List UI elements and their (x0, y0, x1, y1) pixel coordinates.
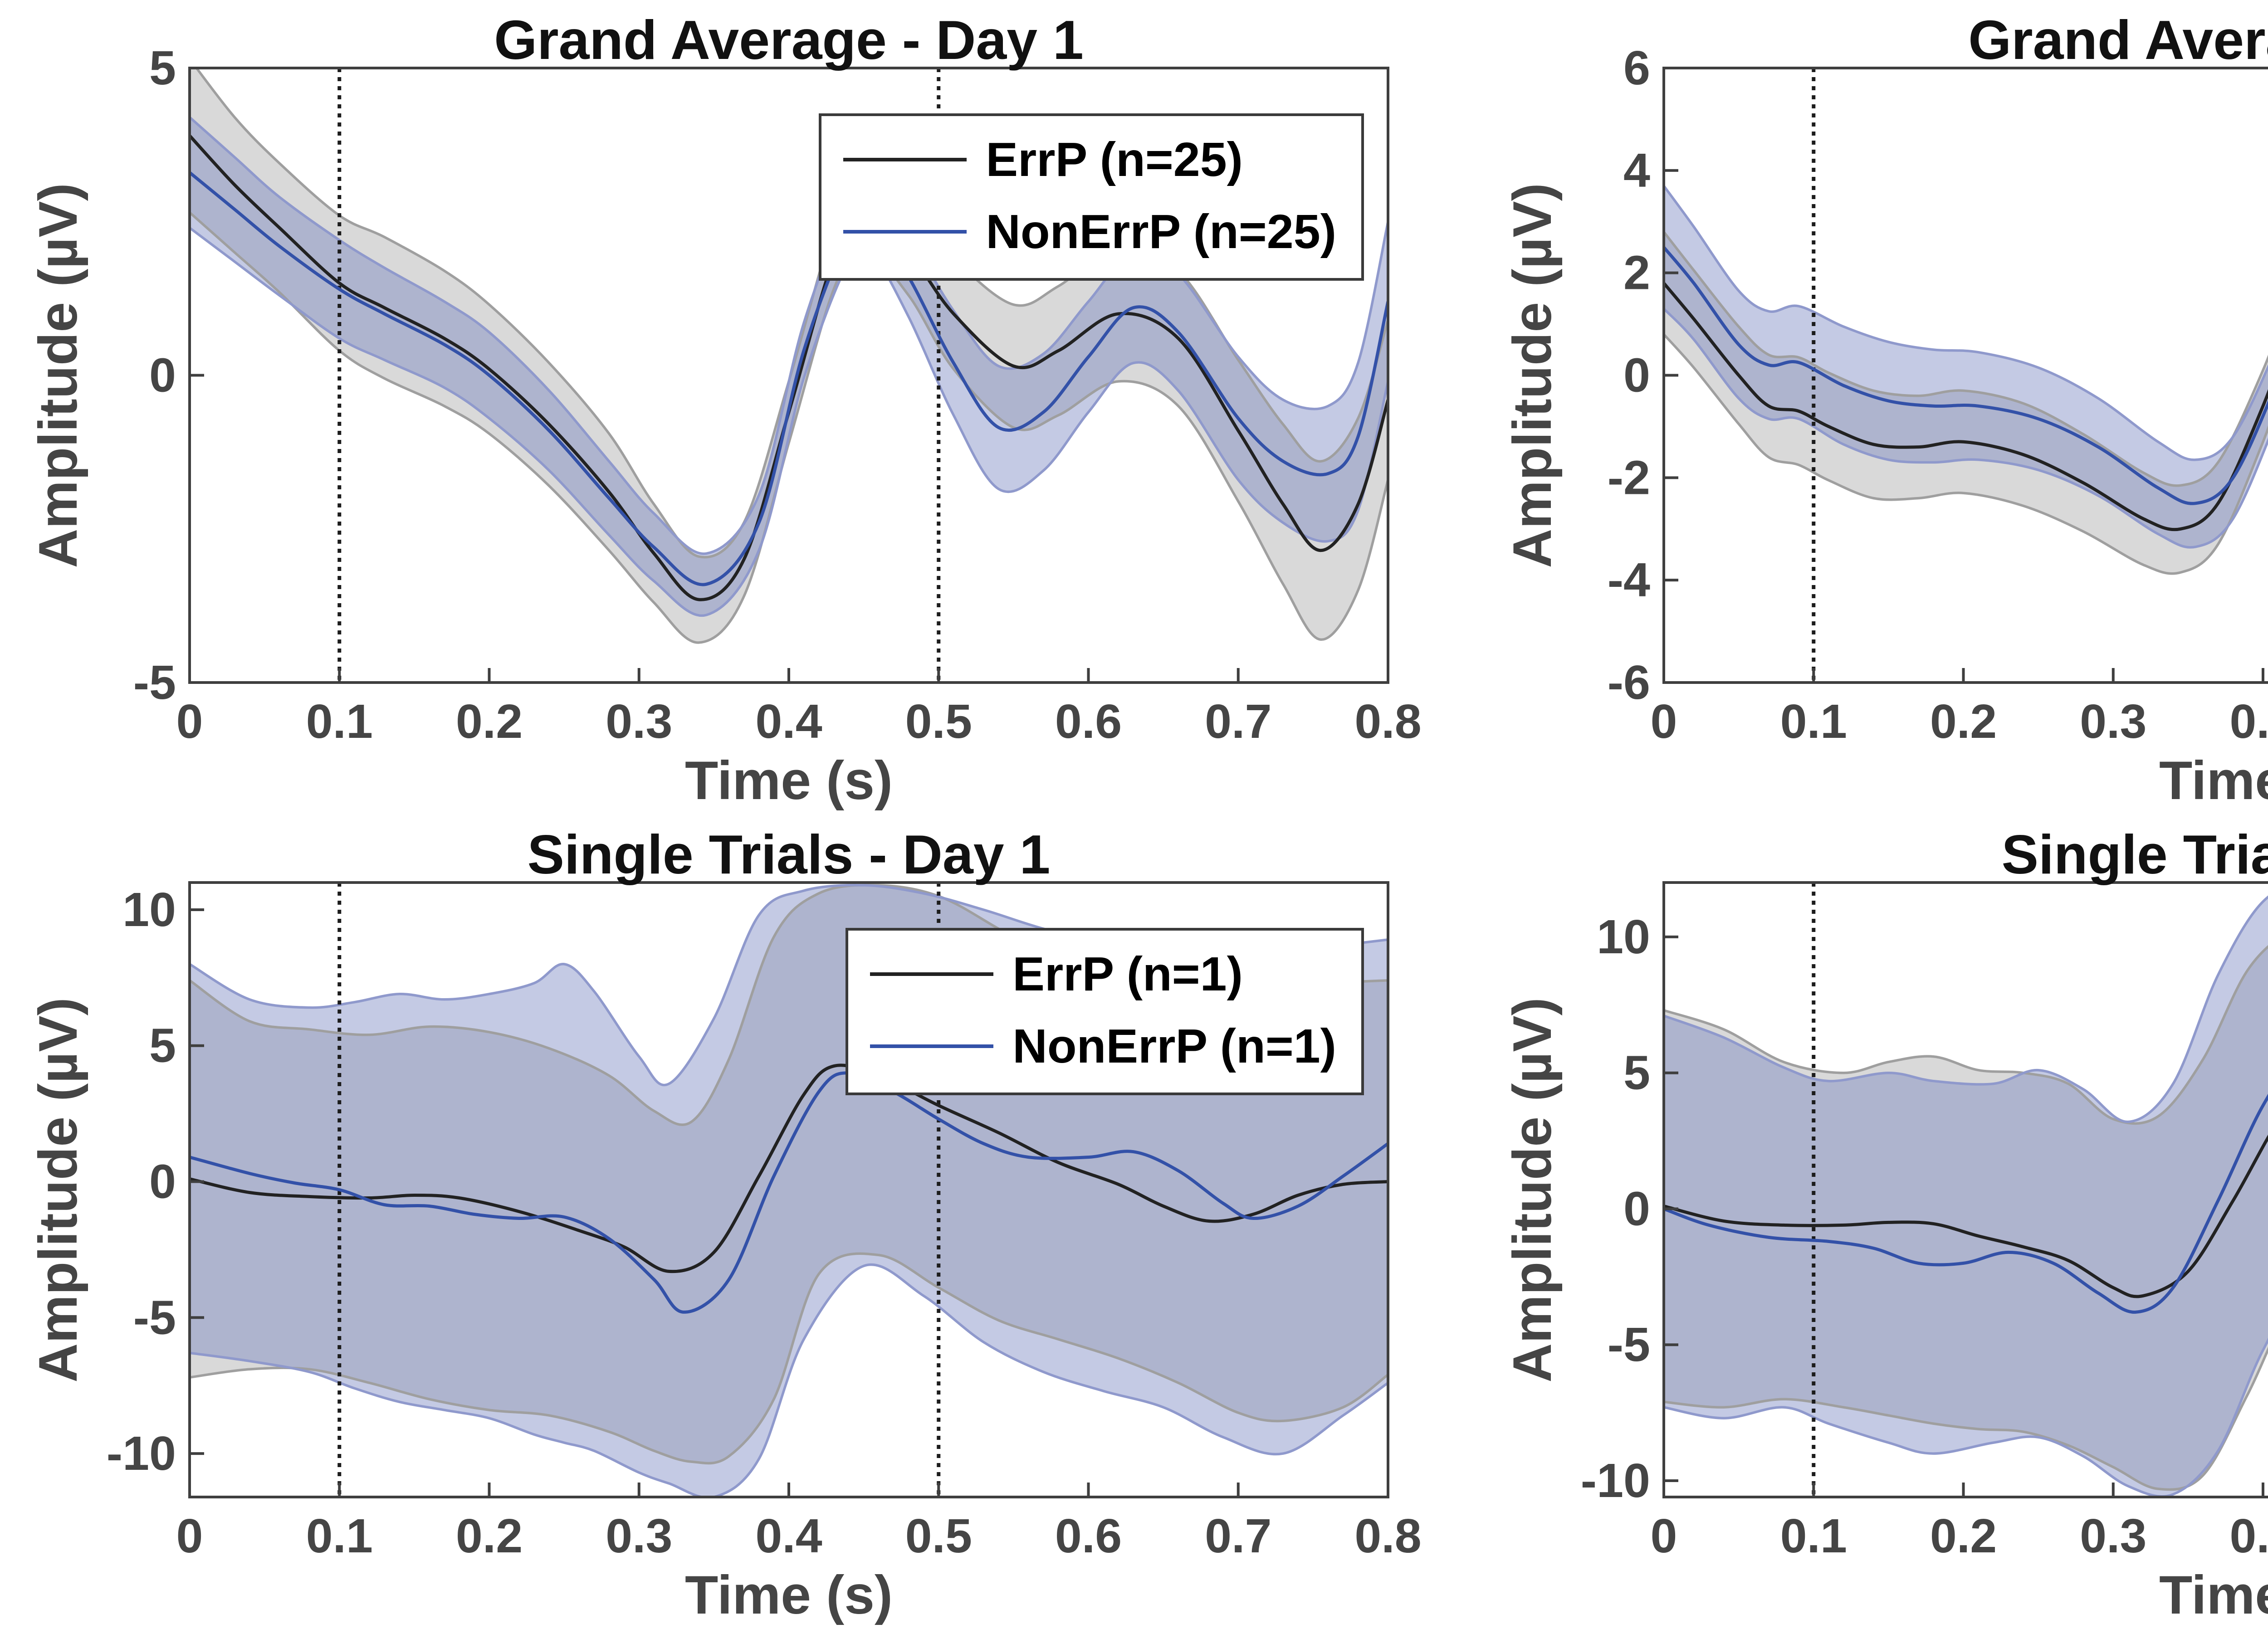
subplot-grand-average-day-1: 0 0.1 0.2 0.3 0.4 0.5 0.6 0.7 0.8 -5 0 5 Grand Aver… (0, 0, 1474, 814)
svg-text:0.3: 0.3 (606, 695, 672, 748)
svg-text:10: 10 (1597, 910, 1650, 964)
legend-line-sample-nonerrp (870, 1044, 994, 1048)
svg-text:0.2: 0.2 (1930, 695, 1997, 748)
legend-item-nonerrp: NonErrP (n=25) (843, 202, 1336, 262)
plot-title: Grand Average - Day 1 (494, 9, 1084, 71)
svg-text:-2: -2 (1608, 451, 1650, 504)
plot-title: Single Trials - Day 2 (2001, 824, 2268, 885)
svg-text:0: 0 (1651, 695, 1677, 748)
legend-line-sample-errp (843, 158, 967, 162)
legend-label-nonerrp: NonErrP (n=1) (1012, 1019, 1336, 1073)
legend-label-nonerrp: NonErrP (n=25) (986, 205, 1336, 258)
svg-text:2: 2 (1623, 246, 1650, 300)
svg-text:0.7: 0.7 (1205, 695, 1271, 748)
svg-text:4: 4 (1623, 144, 1650, 197)
legend-label-errp: ErrP (n=1) (1012, 947, 1243, 1001)
legend-line-sample-nonerrp (843, 229, 967, 234)
y-axis-label: Amplitude (µV) (1502, 183, 1563, 568)
svg-text:0.5: 0.5 (905, 1509, 972, 1563)
svg-text:0.4: 0.4 (2229, 1509, 2268, 1563)
y-axis-label: Amplitude (µV) (1502, 997, 1563, 1383)
svg-text:0.3: 0.3 (606, 1509, 672, 1563)
legend-label-errp: ErrP (n=25) (986, 133, 1243, 186)
svg-text:0.2: 0.2 (456, 695, 523, 748)
svg-text:0.1: 0.1 (306, 695, 373, 748)
svg-text:5: 5 (149, 1019, 176, 1073)
svg-text:0: 0 (176, 695, 203, 748)
plot-title: Single Trials - Day 1 (527, 824, 1051, 885)
svg-text:0.5: 0.5 (905, 695, 972, 748)
svg-text:0.3: 0.3 (2080, 1509, 2146, 1563)
svg-text:-5: -5 (133, 656, 176, 709)
svg-text:-6: -6 (1608, 656, 1650, 709)
svg-text:5: 5 (1623, 1046, 1650, 1100)
svg-text:0.4: 0.4 (755, 695, 822, 748)
svg-text:0.2: 0.2 (1930, 1509, 1997, 1563)
svg-text:0.1: 0.1 (1780, 695, 1847, 748)
svg-text:0: 0 (149, 1155, 176, 1209)
svg-text:6: 6 (1623, 41, 1650, 95)
svg-text:0: 0 (149, 349, 176, 402)
x-axis-label: Time (s) (685, 1565, 893, 1625)
svg-text:-10: -10 (107, 1427, 176, 1480)
legend-line-sample-errp (870, 972, 994, 976)
svg-text:-5: -5 (1608, 1318, 1650, 1371)
legend-box: ErrP (n=25) NonErrP (n=25) (819, 113, 1364, 281)
svg-text:0.4: 0.4 (755, 1509, 822, 1563)
x-axis-label: Time (s) (685, 750, 893, 811)
y-axis-label: Amplitude (µV) (28, 997, 88, 1383)
legend-item-errp: ErrP (n=1) (870, 944, 1336, 1005)
svg-text:0.8: 0.8 (1354, 1509, 1421, 1563)
svg-text:5: 5 (149, 41, 176, 95)
svg-text:-5: -5 (133, 1291, 176, 1344)
legend-box: ErrP (n=1) NonErrP (n=1) (846, 928, 1364, 1095)
plot-title: Grand Average - Day 2 (1968, 9, 2268, 71)
svg-text:0.8: 0.8 (1354, 695, 1421, 748)
svg-text:0.2: 0.2 (456, 1509, 523, 1563)
svg-text:10: 10 (122, 883, 176, 936)
svg-text:0.6: 0.6 (1055, 1509, 1122, 1563)
legend-item-errp: ErrP (n=25) (843, 130, 1336, 190)
svg-text:0: 0 (1651, 1509, 1677, 1563)
legend-item-nonerrp: NonErrP (n=1) (870, 1016, 1336, 1077)
x-axis-label: Time (s) (2159, 750, 2268, 811)
x-axis-label: Time (s) (2159, 1565, 2268, 1625)
svg-text:0.6: 0.6 (1055, 695, 1122, 748)
svg-text:-10: -10 (1581, 1454, 1650, 1507)
y-axis-label: Amplitude (µV) (28, 183, 88, 568)
svg-text:-4: -4 (1608, 553, 1650, 607)
svg-text:0.4: 0.4 (2229, 695, 2268, 748)
svg-text:0.3: 0.3 (2080, 695, 2146, 748)
svg-text:0.1: 0.1 (306, 1509, 373, 1563)
svg-text:0: 0 (1623, 1182, 1650, 1235)
svg-text:0: 0 (176, 1509, 203, 1563)
svg-text:0.1: 0.1 (1780, 1509, 1847, 1563)
subplot-single-trials-day-1: 0 0.1 0.2 0.3 0.4 0.5 0.6 0.7 0.8 -10 -5 0 5 10 Singl… (0, 814, 1474, 1629)
svg-text:0.7: 0.7 (1205, 1509, 1271, 1563)
svg-text:0: 0 (1623, 349, 1650, 402)
